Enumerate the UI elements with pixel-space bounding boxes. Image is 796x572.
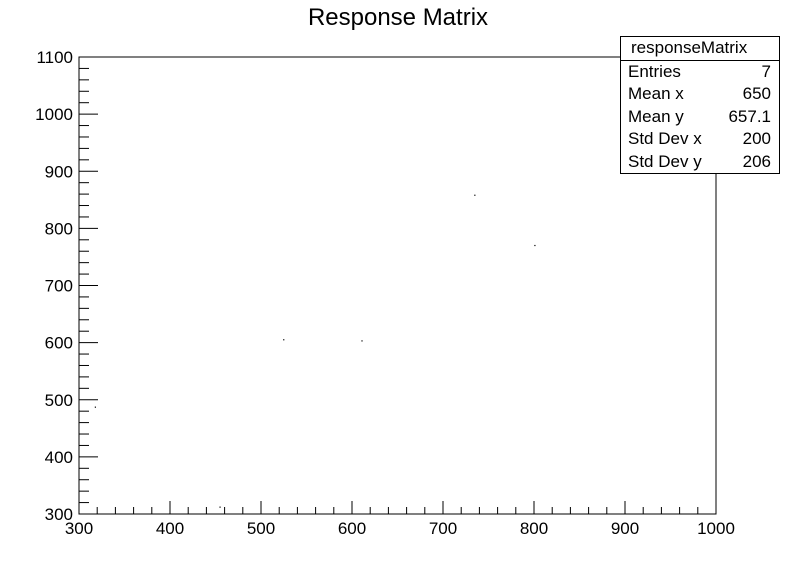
stats-box-title: responseMatrix — [621, 37, 779, 61]
stats-label: Entries — [628, 62, 681, 81]
y-axis: 300 400 500 600 700 800 900 1000 1100 — [35, 48, 98, 524]
stats-row: Entries 7 — [621, 61, 779, 83]
stats-value: 7 — [761, 62, 771, 81]
x-tick-label: 400 — [156, 519, 184, 538]
y-tick-label: 700 — [45, 277, 73, 296]
chart-title: Response Matrix — [307, 4, 489, 31]
data-point — [219, 506, 221, 508]
x-tick-label: 1000 — [697, 519, 735, 538]
stats-value: 206 — [742, 151, 771, 171]
x-tick-label: 800 — [520, 519, 548, 538]
data-point — [361, 340, 363, 342]
y-tick-label: 900 — [45, 162, 73, 181]
y-tick-label: 300 — [45, 505, 73, 524]
stats-row: Std Dev y 206 — [621, 151, 779, 173]
x-tick-label: 700 — [429, 519, 457, 538]
x-axis: 300 400 500 600 700 800 900 1000 — [65, 501, 735, 538]
data-point — [534, 244, 536, 247]
data-points — [94, 194, 536, 508]
stats-value: 657.1 — [728, 106, 771, 126]
y-tick-label: 1000 — [35, 105, 73, 124]
stats-row: Mean y 657.1 — [621, 106, 779, 128]
stats-row: Std Dev x 200 — [621, 128, 779, 150]
data-point — [94, 406, 96, 408]
y-tick-label: 800 — [45, 219, 73, 238]
y-tick-label: 600 — [45, 334, 73, 353]
y-tick-label: 1100 — [36, 48, 73, 67]
stats-rows: Entries 7 Mean x 650 Mean y 657.1 Std Dev x 200… — [621, 61, 779, 173]
stats-row: Mean x 650 — [621, 83, 779, 105]
stats-box: responseMatrix Entries 7 Mean x 650 Mean y 65… — [620, 36, 780, 174]
stats-label: Mean x — [628, 84, 684, 104]
data-point — [283, 339, 285, 341]
x-tick-label: 900 — [611, 519, 639, 538]
stats-label: Mean y — [628, 106, 684, 126]
stats-value: 200 — [742, 129, 771, 149]
stats-label: Std Dev x — [628, 129, 702, 149]
x-tick-label: 300 — [65, 519, 93, 538]
y-tick-label: 500 — [45, 391, 73, 410]
x-tick-label: 500 — [247, 519, 275, 538]
y-tick-label: 400 — [45, 448, 73, 467]
stats-label: Std Dev y — [628, 151, 702, 171]
x-tick-label: 600 — [338, 519, 366, 538]
stats-value: 650 — [742, 84, 771, 104]
data-point — [474, 194, 476, 196]
